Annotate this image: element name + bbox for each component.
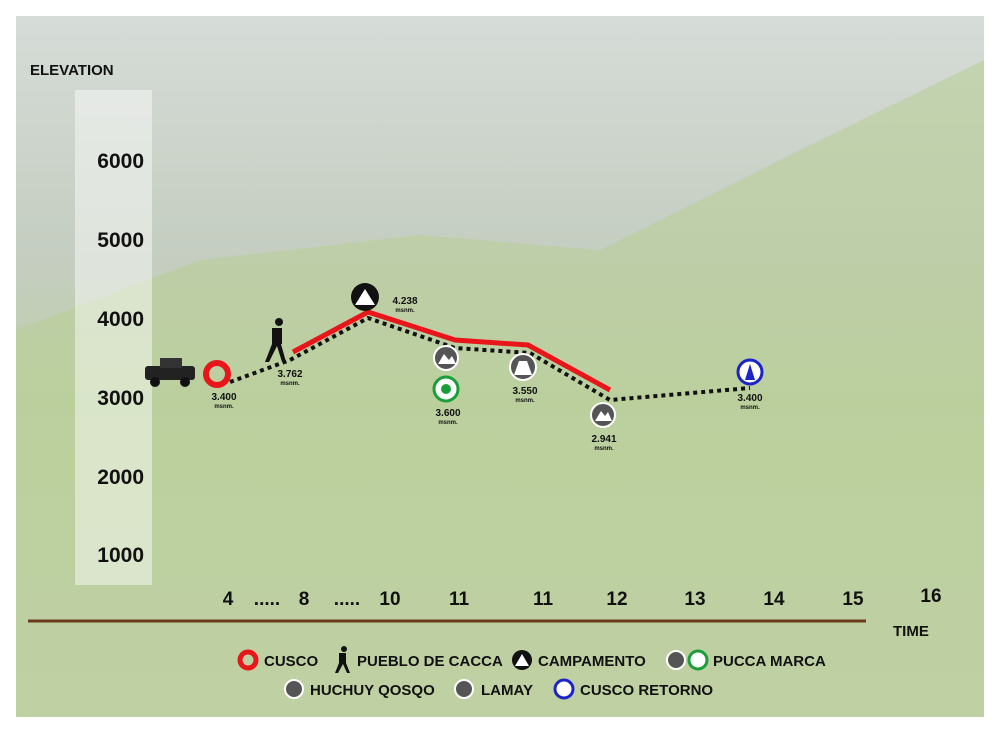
legend-icon — [512, 650, 532, 670]
y-label: 3000 — [97, 387, 144, 410]
point-unit: msnm. — [395, 308, 415, 314]
x-axis-title: TIME — [893, 623, 929, 640]
y-label: 4000 — [97, 308, 144, 331]
route-red — [291, 309, 612, 393]
point-unit: msnm. — [740, 405, 760, 411]
point-elevation: 3.762 — [277, 369, 302, 380]
y-label: 1000 — [97, 544, 144, 567]
legend-icon — [553, 678, 575, 700]
legend-label: CUSCO RETORNO — [580, 682, 713, 699]
x-label: 11 — [449, 589, 470, 610]
legend-label: HUCHUY QOSQO — [310, 682, 435, 699]
y-label: 2000 — [97, 466, 144, 489]
point-elevation: 3.400 — [211, 392, 236, 403]
x-label: 4 — [223, 589, 234, 610]
legend-label: PUCCA MARCA — [713, 653, 826, 670]
y-label: 5000 — [97, 229, 144, 252]
x-label: 14 — [763, 589, 785, 610]
x-label: 12 — [606, 589, 627, 610]
x-label: ..... — [254, 589, 280, 610]
huchuy-icon — [509, 353, 537, 381]
point-unit: msnm. — [515, 398, 535, 404]
pucca-icon — [432, 375, 460, 403]
legend-icon — [237, 649, 259, 671]
point-elevation: 2.941 — [591, 434, 616, 445]
legend-icon — [687, 649, 709, 671]
point-unit: msnm. — [438, 420, 458, 426]
y-axis-title: ELEVATION — [30, 62, 114, 79]
point-elevation: 3.400 — [737, 393, 762, 404]
point-unit: msnm. — [280, 381, 300, 387]
axis-panel — [75, 90, 152, 585]
cusco-icon — [203, 360, 231, 388]
y-label: 6000 — [97, 150, 144, 173]
legend-icon — [454, 679, 474, 699]
lamay-icon — [590, 402, 616, 428]
legend-icon — [335, 646, 350, 673]
tent-icon — [351, 283, 379, 311]
point-elevation: 3.600 — [435, 408, 460, 419]
point-elevation: 3.550 — [512, 386, 537, 397]
legend-icon — [666, 650, 686, 670]
x-label: 16 — [920, 586, 941, 607]
legend-label: PUEBLO DE CACCA — [357, 653, 503, 670]
hiker-icon — [265, 318, 286, 362]
truck-icon — [145, 358, 195, 387]
legend-label: CUSCO — [264, 653, 319, 670]
legend-label: LAMAY — [481, 682, 533, 699]
hillside — [16, 60, 984, 717]
point-elevation: 4.238 — [392, 296, 417, 307]
legend-label: CAMPAMENTO — [538, 653, 646, 670]
site-icon — [433, 345, 459, 371]
x-labels: 4 ..... 8 ..... 10 11 11 12 13 14 15 16 — [223, 586, 942, 610]
legend: CUSCO PUEBLO DE CACCA CAMPAMENTO PUCCA M… — [237, 646, 826, 700]
x-label: 10 — [379, 589, 400, 610]
legend-icon — [284, 679, 304, 699]
x-label: 13 — [684, 589, 705, 610]
retorno-icon — [736, 358, 764, 386]
x-label: 11 — [533, 589, 554, 610]
point-unit: msnm. — [594, 446, 614, 452]
x-label: 15 — [842, 589, 864, 610]
x-label: ..... — [334, 589, 360, 610]
point-unit: msnm. — [214, 404, 234, 410]
x-label: 8 — [299, 589, 310, 610]
